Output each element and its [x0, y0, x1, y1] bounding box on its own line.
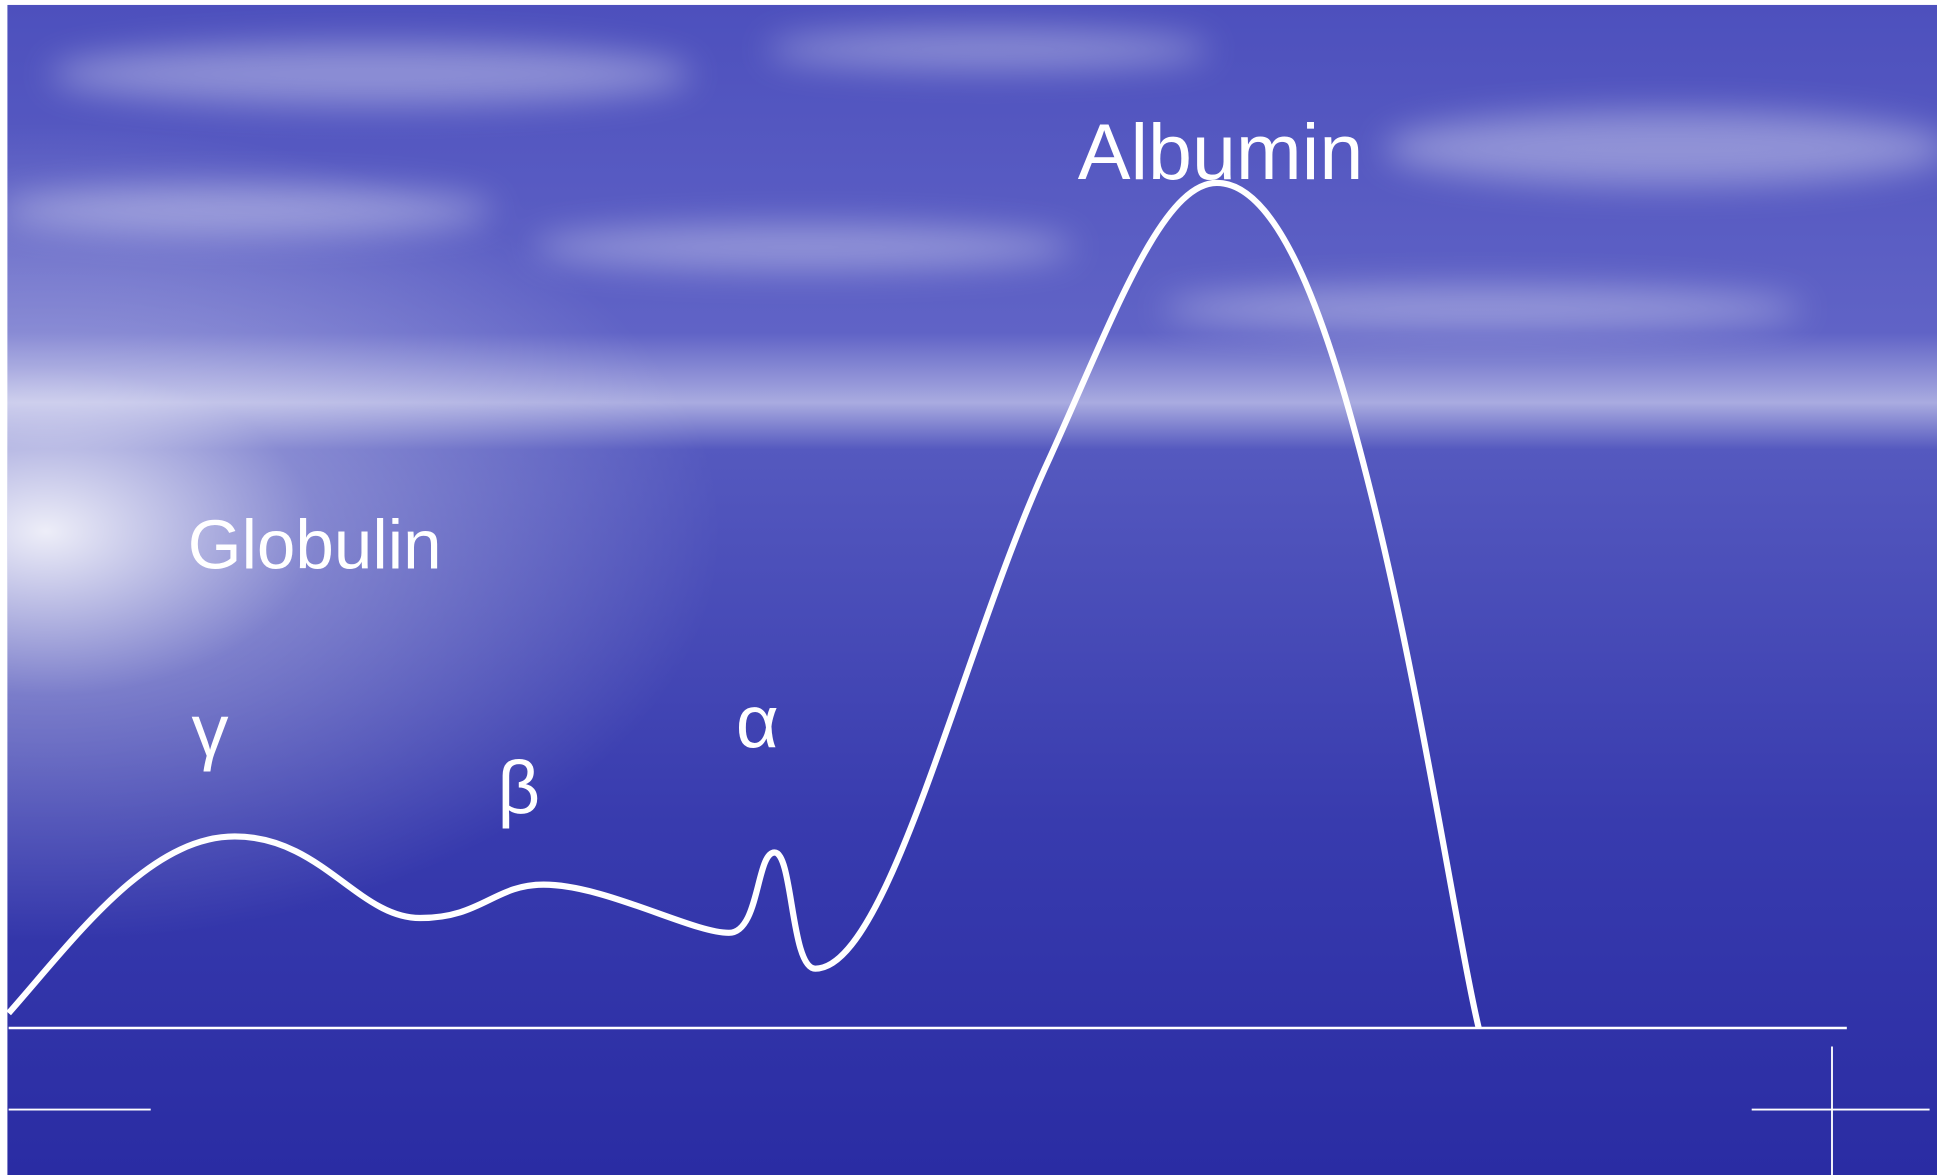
- page: Albumin Globulin γ β α (() => { const da…: [0, 0, 1937, 1175]
- alpha-label: α: [736, 680, 779, 763]
- sun-glow: [7, 5, 1937, 1175]
- slide: Albumin Globulin γ β α: [0, 0, 1937, 1175]
- albumin-label: Albumin: [1078, 107, 1364, 196]
- gamma-label: γ: [191, 689, 228, 772]
- globulin-label: Globulin: [188, 505, 442, 583]
- beta-label: β: [498, 746, 541, 829]
